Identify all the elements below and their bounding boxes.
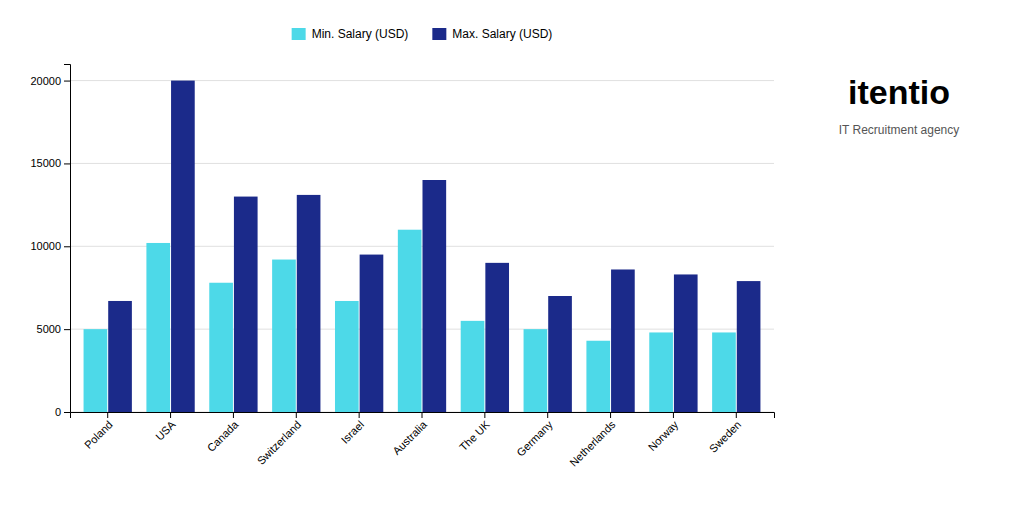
tick-mark — [64, 81, 70, 82]
subtitle: IT Recruitment agency — [839, 123, 960, 137]
x-tick: Netherlands — [567, 412, 618, 469]
x-tick: USA — [153, 412, 178, 443]
bar — [171, 81, 195, 412]
tick-mark — [296, 412, 297, 418]
x-tick: Sweden — [707, 412, 744, 455]
tick-label: 10000 — [30, 240, 61, 252]
tick-mark — [170, 412, 171, 418]
y-tick: 20000 — [30, 75, 70, 87]
axis-line — [71, 413, 775, 419]
x-tick: Germany — [514, 412, 555, 459]
y-tick: 0 — [55, 406, 70, 418]
tick-mark — [107, 412, 108, 418]
bars — [84, 81, 761, 412]
bar — [611, 269, 635, 412]
legend-label: Max. Salary (USD) — [452, 27, 552, 41]
bar — [548, 296, 572, 412]
tick-label: Norway — [646, 418, 681, 453]
grid — [70, 81, 774, 412]
y-axis: 0 5000 10000 15000 20000 — [30, 65, 70, 419]
tick-label: 0 — [55, 406, 61, 418]
bar — [586, 341, 610, 412]
x-tick: Norway — [646, 412, 681, 453]
plot: 0 5000 10000 15000 20000 Poland USA Canada Switz… — [30, 65, 774, 469]
tick-mark — [484, 412, 485, 418]
tick-label: Poland — [82, 418, 115, 451]
tick-label: 20000 — [30, 75, 61, 87]
axis-line — [64, 65, 71, 413]
tick-label: USA — [153, 418, 178, 443]
legend-item: Max. Salary (USD) — [432, 27, 552, 41]
tick-mark — [422, 412, 423, 418]
bar — [422, 180, 446, 412]
bar — [234, 197, 258, 412]
tick-label: The UK — [457, 418, 492, 453]
bar — [272, 260, 296, 412]
legend-swatch — [432, 28, 446, 40]
bar — [360, 255, 384, 412]
legend-item: Min. Salary (USD) — [292, 27, 409, 41]
tick-label: Sweden — [707, 418, 744, 455]
y-tick: 10000 — [30, 240, 70, 252]
legend-swatch — [292, 28, 306, 40]
bar — [524, 329, 548, 412]
tick-label: Netherlands — [567, 418, 618, 469]
tick-label: Australia — [390, 418, 429, 457]
bar — [485, 263, 509, 412]
tick-mark — [610, 412, 611, 418]
tick-mark — [736, 412, 737, 418]
tick-mark — [64, 163, 70, 164]
bar — [146, 243, 170, 412]
tick-label: Israel — [339, 418, 367, 446]
x-tick: Australia — [390, 412, 429, 457]
x-tick: The UK — [457, 412, 492, 453]
x-tick: Poland — [82, 412, 115, 451]
legend: Min. Salary (USD) Max. Salary (USD) — [292, 27, 553, 41]
bar — [335, 301, 359, 412]
x-tick: Canada — [205, 412, 241, 454]
legend-label: Min. Salary (USD) — [312, 27, 409, 41]
bar-series — [108, 81, 760, 412]
tick-mark — [547, 412, 548, 418]
bar — [737, 281, 761, 412]
bar — [712, 332, 736, 412]
bar — [84, 329, 108, 412]
y-tick: 5000 — [37, 323, 70, 335]
chart: 0 5000 10000 15000 20000 Poland USA Canada Switz… — [0, 0, 1024, 512]
tick-label: 5000 — [37, 323, 61, 335]
tick-label: 15000 — [30, 157, 61, 169]
tick-mark — [64, 329, 70, 330]
x-tick: Switzerland — [255, 412, 304, 467]
tick-mark — [359, 412, 360, 418]
tick-label: Switzerland — [255, 418, 304, 467]
bar — [649, 332, 673, 412]
bar — [209, 283, 233, 412]
bar — [674, 274, 698, 412]
bar — [297, 195, 321, 412]
x-tick: Israel — [339, 412, 367, 446]
title: itentio — [848, 73, 950, 111]
x-axis: Poland USA Canada Switzerland Israel Australi… — [71, 412, 775, 469]
tick-label: Germany — [514, 418, 555, 459]
tick-mark — [673, 412, 674, 418]
tick-mark — [64, 412, 70, 413]
y-tick: 15000 — [30, 157, 70, 169]
tick-label: Canada — [205, 418, 241, 454]
tick-mark — [64, 246, 70, 247]
bar — [108, 301, 132, 412]
bar — [398, 230, 422, 412]
bar — [461, 321, 485, 412]
tick-mark — [233, 412, 234, 418]
